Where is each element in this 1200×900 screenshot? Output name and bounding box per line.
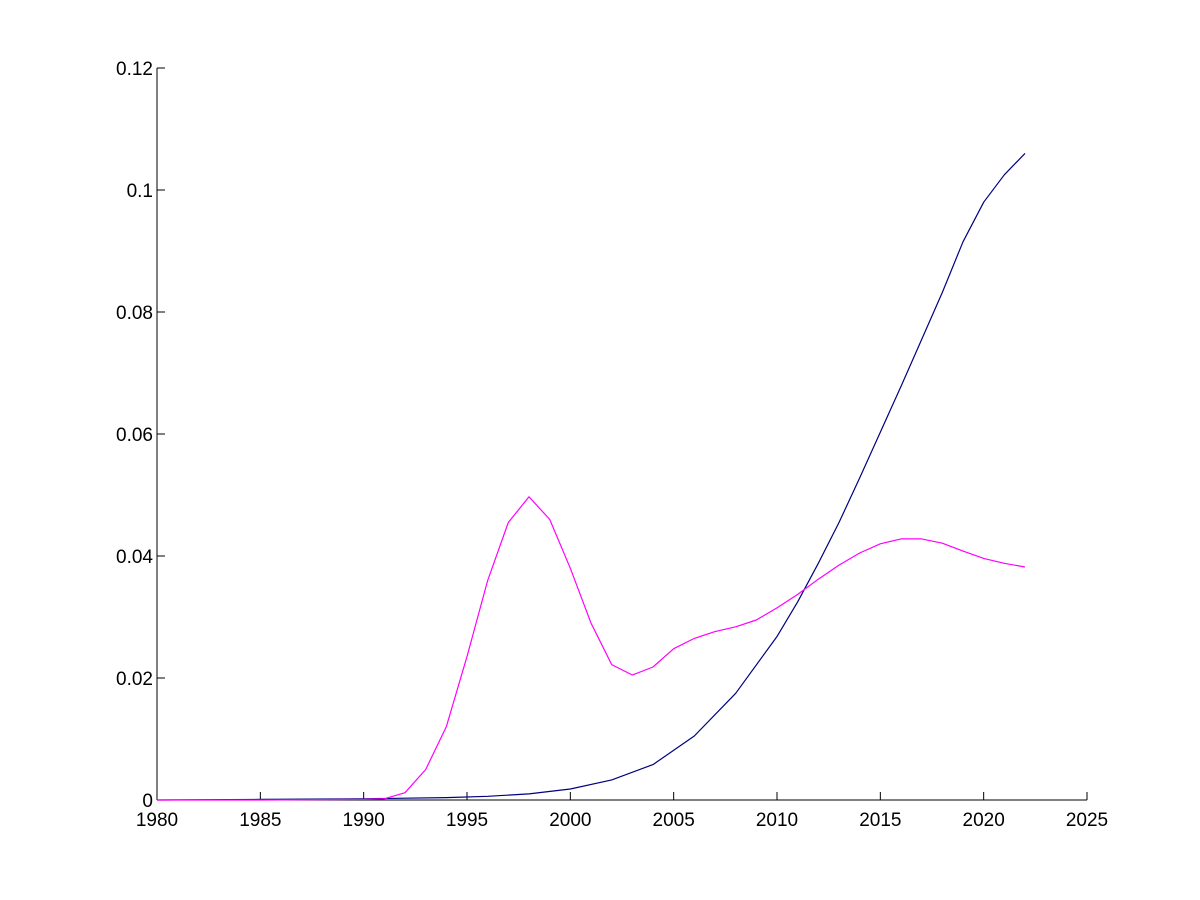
x-tick-label: 1995 [446, 810, 488, 831]
x-tick-label: 2020 [963, 810, 1005, 831]
series-line-2 [157, 496, 1026, 801]
y-tick-label: 0.06 [116, 425, 153, 446]
x-tick-label: 1985 [239, 810, 281, 831]
series-line-1 [156, 152, 1026, 801]
y-tick-label: 0.12 [116, 59, 153, 80]
x-tick-label: 2005 [653, 810, 695, 831]
x-tick-label: 2000 [549, 810, 591, 831]
axes: 1980 1985 1990 1995 2000 2005 2010 2015 2020 2025… [116, 59, 1108, 831]
x-tick-label: 2010 [756, 810, 798, 831]
x-tick-label: 2015 [859, 810, 901, 831]
y-tick-label: 0 [142, 791, 153, 812]
x-tick-label: 1990 [343, 810, 385, 831]
y-tick-label: 0.1 [127, 181, 153, 202]
y-tick-label: 0.04 [116, 547, 153, 568]
y-tick-label: 0.02 [116, 669, 153, 690]
x-tick-label: 1980 [136, 810, 178, 831]
x-tick-label: 2025 [1066, 810, 1108, 831]
series-group [156, 152, 1026, 801]
y-tick-label: 0.08 [116, 303, 153, 324]
